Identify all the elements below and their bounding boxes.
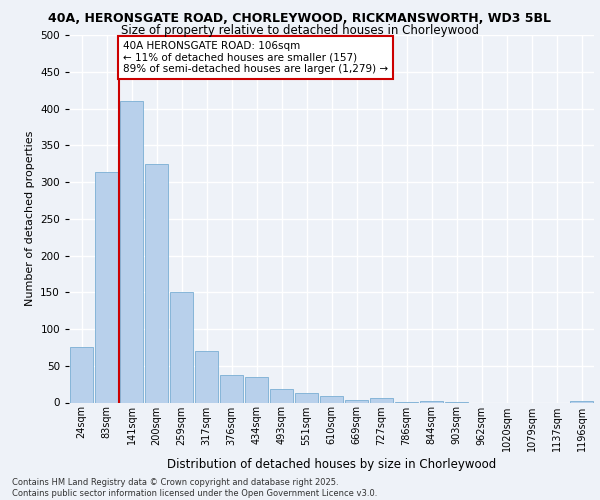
Bar [370, 398, 393, 402]
Text: 40A HERONSGATE ROAD: 106sqm
← 11% of detached houses are smaller (157)
89% of se: 40A HERONSGATE ROAD: 106sqm ← 11% of det… [123, 41, 388, 74]
Bar [420, 401, 443, 402]
Bar [145, 164, 168, 402]
Bar [195, 351, 218, 403]
Bar [245, 377, 268, 402]
Bar [120, 101, 143, 402]
Bar [270, 390, 293, 402]
Bar [320, 396, 343, 402]
Bar [570, 401, 593, 402]
Bar [295, 393, 318, 402]
Text: Contains HM Land Registry data © Crown copyright and database right 2025.
Contai: Contains HM Land Registry data © Crown c… [12, 478, 377, 498]
Bar [170, 292, 193, 403]
Bar [95, 172, 118, 402]
Y-axis label: Number of detached properties: Number of detached properties [25, 131, 35, 306]
Bar [70, 348, 93, 403]
Text: Size of property relative to detached houses in Chorleywood: Size of property relative to detached ho… [121, 24, 479, 37]
Text: 40A, HERONSGATE ROAD, CHORLEYWOOD, RICKMANSWORTH, WD3 5BL: 40A, HERONSGATE ROAD, CHORLEYWOOD, RICKM… [49, 12, 551, 26]
Bar [345, 400, 368, 402]
Bar [220, 374, 243, 402]
X-axis label: Distribution of detached houses by size in Chorleywood: Distribution of detached houses by size … [167, 458, 496, 470]
